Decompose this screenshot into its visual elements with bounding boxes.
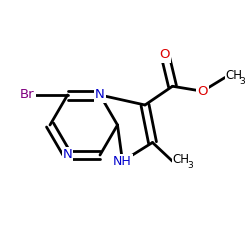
Text: CH: CH bbox=[225, 69, 242, 82]
Text: O: O bbox=[197, 85, 208, 98]
Text: Br: Br bbox=[20, 88, 35, 102]
Text: CH: CH bbox=[172, 153, 190, 166]
Text: 3: 3 bbox=[187, 161, 193, 170]
Text: O: O bbox=[160, 48, 170, 62]
Text: 3: 3 bbox=[240, 77, 245, 86]
Text: NH: NH bbox=[113, 155, 132, 168]
Text: N: N bbox=[62, 148, 72, 162]
Text: N: N bbox=[95, 88, 105, 102]
